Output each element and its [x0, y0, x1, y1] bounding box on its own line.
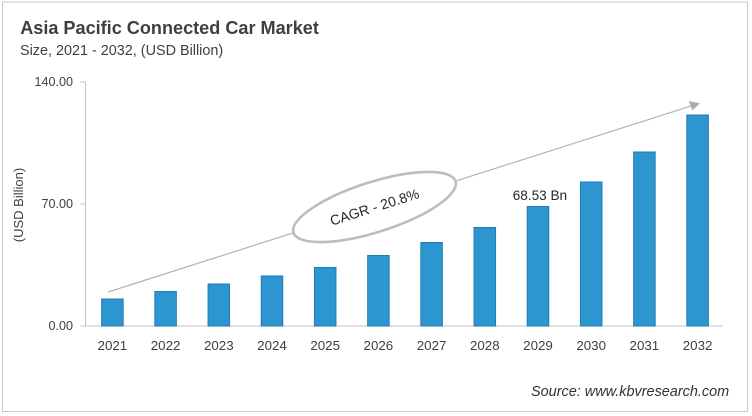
svg-text:140.00: 140.00	[34, 75, 73, 89]
svg-text:70.00: 70.00	[41, 197, 73, 211]
svg-text:Source: www.kbvresearch.com: Source: www.kbvresearch.com	[531, 384, 729, 400]
svg-text:2032: 2032	[683, 338, 713, 353]
svg-text:Size, 2021 - 2032, (USD Billio: Size, 2021 - 2032, (USD Billion)	[20, 43, 223, 59]
svg-text:2031: 2031	[630, 338, 660, 353]
svg-text:2022: 2022	[151, 338, 181, 353]
svg-text:2021: 2021	[98, 338, 128, 353]
svg-text:2023: 2023	[204, 338, 234, 353]
svg-text:2025: 2025	[310, 338, 340, 353]
svg-text:2030: 2030	[576, 338, 606, 353]
svg-text:2026: 2026	[364, 338, 394, 353]
svg-text:2027: 2027	[417, 338, 447, 353]
svg-text:(USD Billion): (USD Billion)	[11, 168, 26, 242]
svg-text:2024: 2024	[257, 338, 287, 353]
svg-text:2029: 2029	[523, 338, 553, 353]
svg-text:68.53 Bn: 68.53 Bn	[513, 188, 567, 203]
svg-text:0.00: 0.00	[48, 319, 73, 333]
svg-text:Asia Pacific Connected Car Mar: Asia Pacific Connected Car Market	[20, 18, 319, 38]
svg-text:2028: 2028	[470, 338, 500, 353]
